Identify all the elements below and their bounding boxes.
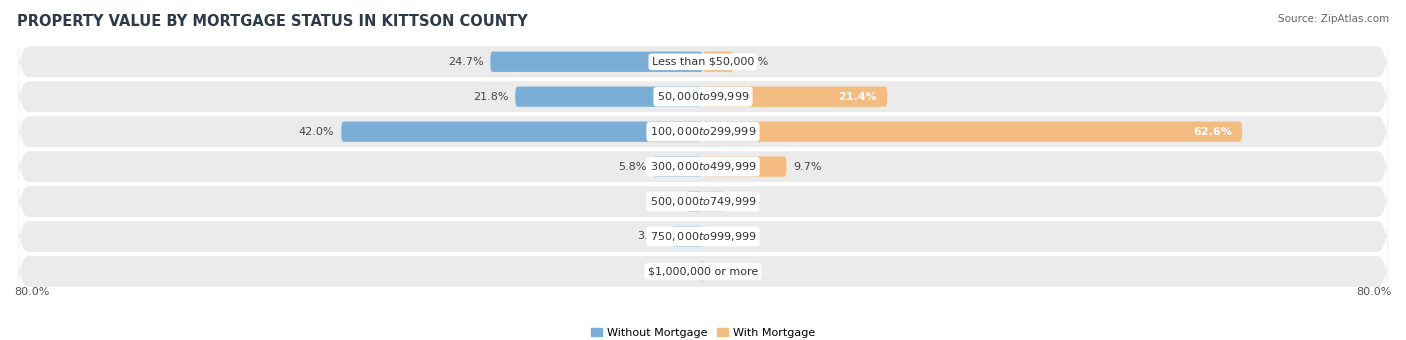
Text: 2.6%: 2.6% (733, 197, 761, 206)
FancyBboxPatch shape (652, 156, 703, 177)
FancyBboxPatch shape (672, 226, 703, 246)
Text: 0.19%: 0.19% (711, 232, 747, 241)
FancyBboxPatch shape (703, 156, 786, 177)
Text: $300,000 to $499,999: $300,000 to $499,999 (650, 160, 756, 173)
FancyBboxPatch shape (515, 87, 703, 107)
Text: PROPERTY VALUE BY MORTGAGE STATUS IN KITTSON COUNTY: PROPERTY VALUE BY MORTGAGE STATUS IN KIT… (17, 14, 527, 29)
FancyBboxPatch shape (491, 52, 703, 72)
Text: 80.0%: 80.0% (14, 287, 49, 297)
Text: $750,000 to $999,999: $750,000 to $999,999 (650, 230, 756, 243)
FancyBboxPatch shape (18, 35, 1388, 88)
Text: 1.9%: 1.9% (651, 197, 679, 206)
Text: 3.5%: 3.5% (740, 57, 768, 67)
Text: 62.6%: 62.6% (1192, 127, 1232, 137)
Text: 21.4%: 21.4% (838, 92, 877, 102)
FancyBboxPatch shape (18, 140, 1388, 193)
Text: 3.6%: 3.6% (637, 232, 665, 241)
Text: 0.23%: 0.23% (659, 267, 695, 276)
Text: $1,000,000 or more: $1,000,000 or more (648, 267, 758, 276)
FancyBboxPatch shape (18, 70, 1388, 123)
FancyBboxPatch shape (700, 261, 703, 282)
Text: $500,000 to $749,999: $500,000 to $749,999 (650, 195, 756, 208)
Text: 9.7%: 9.7% (793, 162, 823, 172)
FancyBboxPatch shape (18, 105, 1388, 158)
Text: Source: ZipAtlas.com: Source: ZipAtlas.com (1278, 14, 1389, 23)
Text: 24.7%: 24.7% (447, 57, 484, 67)
FancyBboxPatch shape (703, 52, 733, 72)
Text: 42.0%: 42.0% (299, 127, 335, 137)
FancyBboxPatch shape (703, 191, 725, 212)
FancyBboxPatch shape (18, 210, 1388, 263)
Legend: Without Mortgage, With Mortgage: Without Mortgage, With Mortgage (586, 323, 820, 340)
FancyBboxPatch shape (703, 87, 887, 107)
FancyBboxPatch shape (703, 121, 1241, 142)
FancyBboxPatch shape (18, 175, 1388, 228)
Text: 5.8%: 5.8% (617, 162, 647, 172)
Text: $50,000 to $99,999: $50,000 to $99,999 (657, 90, 749, 103)
Text: 21.8%: 21.8% (472, 92, 509, 102)
FancyBboxPatch shape (703, 226, 706, 246)
FancyBboxPatch shape (18, 245, 1388, 298)
Text: Less than $50,000: Less than $50,000 (652, 57, 754, 67)
FancyBboxPatch shape (686, 191, 703, 212)
Text: $100,000 to $299,999: $100,000 to $299,999 (650, 125, 756, 138)
Text: 80.0%: 80.0% (1357, 287, 1392, 297)
FancyBboxPatch shape (342, 121, 703, 142)
